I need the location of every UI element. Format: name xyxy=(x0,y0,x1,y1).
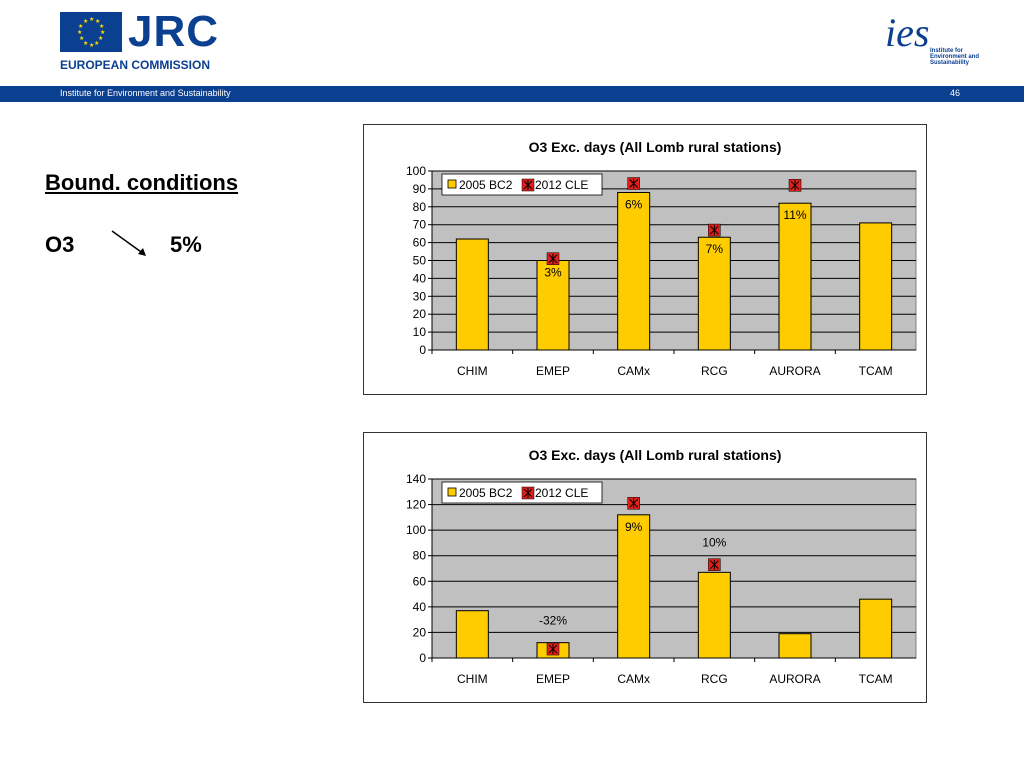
svg-text:★: ★ xyxy=(89,16,94,23)
x-tick-label: EMEP xyxy=(536,364,570,378)
y-tick-label: 0 xyxy=(419,343,426,357)
marker-point xyxy=(788,179,802,192)
x-tick-label: RCG xyxy=(701,364,728,378)
svg-text:★: ★ xyxy=(95,18,100,25)
change-percent: 5% xyxy=(170,232,202,257)
bar xyxy=(697,571,731,659)
data-label: 3% xyxy=(544,266,562,280)
ies-subtext: Institute for Environment and Sustainabi… xyxy=(930,48,980,66)
x-tick-label: CHIM xyxy=(457,364,488,378)
x-tick-label: AURORA xyxy=(769,672,820,686)
x-tick-label: RCG xyxy=(701,672,728,686)
bar xyxy=(778,633,812,659)
legend-label: 2012 CLE xyxy=(535,178,588,192)
legend: 2005 BC2 2012 CLE xyxy=(441,481,603,504)
decrease-arrow-icon xyxy=(108,228,152,258)
banner-institute: Institute for Environment and Sustainabi… xyxy=(60,88,231,98)
x-tick-label: CAMx xyxy=(617,364,650,378)
legend-label: 2005 BC2 xyxy=(459,486,513,500)
chart-top: O3 Exc. days (All Lomb rural stations) 0 1… xyxy=(363,124,927,395)
marker-point xyxy=(627,177,640,190)
y-tick-label: 100 xyxy=(406,523,426,537)
x-tick-label: CAMx xyxy=(617,672,650,686)
x-tick-label: CHIM xyxy=(457,672,488,686)
y-tick-label: 60 xyxy=(413,574,427,588)
svg-text:★: ★ xyxy=(83,40,88,47)
chart-title: O3 Exc. days (All Lomb rural stations) xyxy=(529,447,782,463)
y-tick-label: 70 xyxy=(413,218,427,232)
svg-text:★: ★ xyxy=(79,35,84,42)
y-tick-label: 90 xyxy=(413,182,427,196)
marker-point xyxy=(708,223,721,237)
chart-bottom: O3 Exc. days (All Lomb rural stations) 0 2… xyxy=(363,432,927,703)
bar xyxy=(859,598,893,659)
data-label: -32% xyxy=(539,614,567,628)
bar xyxy=(455,610,489,659)
svg-text:★: ★ xyxy=(100,29,105,36)
header: ★ ★ ★ ★ ★ ★ ★ ★ ★ ★ ★ ★ JRC EUROPEAN COMMISSION … xyxy=(0,0,1024,86)
data-label: 6% xyxy=(625,197,643,211)
y-tick-label: 80 xyxy=(413,549,427,563)
svg-text:★: ★ xyxy=(78,23,83,30)
svg-text:★: ★ xyxy=(89,42,94,49)
plot-area xyxy=(431,478,917,659)
y-tick-label: 10 xyxy=(413,325,427,339)
slide-number: 46 xyxy=(949,88,960,98)
bar xyxy=(455,238,489,351)
chart-title: O3 Exc. days (All Lomb rural stations) xyxy=(529,139,782,155)
y-tick-label: 40 xyxy=(413,271,427,285)
legend-swatch-marker xyxy=(521,178,535,192)
svg-text:★: ★ xyxy=(98,35,103,42)
y-tick-label: 80 xyxy=(413,200,427,214)
y-tick-label: 140 xyxy=(406,472,426,486)
y-tick-label: 20 xyxy=(413,307,427,321)
ies-logo: ies xyxy=(880,8,970,78)
commission-label: EUROPEAN COMMISSION xyxy=(60,58,211,72)
slide-title: Bound. conditions xyxy=(45,170,239,195)
pollutant-label: O3 xyxy=(45,232,75,257)
y-tick-label: 30 xyxy=(413,289,427,303)
y-tick-label: 0 xyxy=(419,651,426,665)
y-tick-label: 100 xyxy=(406,164,426,178)
chart-svg: O3 Exc. days (All Lomb rural stations) 0 1… xyxy=(406,139,917,378)
bar xyxy=(617,514,651,659)
marker-point xyxy=(627,497,640,510)
data-label: 7% xyxy=(706,242,724,256)
y-tick-label: 120 xyxy=(406,498,426,512)
bar xyxy=(778,202,812,351)
svg-text:★: ★ xyxy=(83,18,88,25)
x-tick-label: TCAM xyxy=(859,364,893,378)
marker-point xyxy=(546,252,560,265)
y-tick-label: 50 xyxy=(413,254,427,268)
data-label: 10% xyxy=(702,536,726,550)
x-tick-label: TCAM xyxy=(859,672,893,686)
y-tick-label: 60 xyxy=(413,236,427,250)
bar xyxy=(617,191,651,351)
x-tick-label: AURORA xyxy=(769,364,820,378)
chart-svg: O3 Exc. days (All Lomb rural stations) 0 2… xyxy=(406,447,917,686)
y-tick-label: 40 xyxy=(413,600,427,614)
legend-label: 2012 CLE xyxy=(535,486,588,500)
legend-swatch-bar xyxy=(447,179,457,189)
legend-swatch-marker xyxy=(521,486,535,500)
marker-point xyxy=(546,642,560,656)
banner: Institute for Environment and Sustainabi… xyxy=(0,86,1024,102)
x-tick-label: EMEP xyxy=(536,672,570,686)
eu-flag-icon: ★ ★ ★ ★ ★ ★ ★ ★ ★ ★ ★ ★ xyxy=(60,12,122,52)
legend-swatch-bar xyxy=(447,487,457,497)
svg-text:★: ★ xyxy=(94,40,99,47)
y-tick-label: 20 xyxy=(413,625,427,639)
jrc-logo: JRC xyxy=(128,7,220,56)
legend-label: 2005 BC2 xyxy=(459,178,513,192)
data-label: 9% xyxy=(625,520,643,534)
svg-text:★: ★ xyxy=(77,29,82,36)
marker-point xyxy=(708,558,721,571)
bar xyxy=(859,222,893,351)
data-label: 11% xyxy=(783,208,806,222)
svg-text:ies: ies xyxy=(885,10,929,55)
svg-text:★: ★ xyxy=(99,23,104,30)
legend: 2005 BC2 2012 CLE xyxy=(441,173,603,196)
